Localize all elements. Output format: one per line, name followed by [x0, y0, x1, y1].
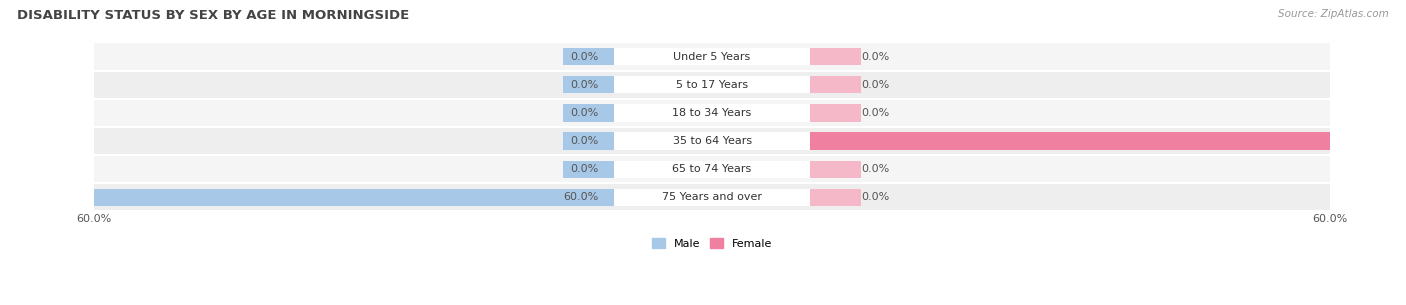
- Text: 0.0%: 0.0%: [571, 80, 599, 90]
- Text: Under 5 Years: Under 5 Years: [673, 52, 751, 62]
- Bar: [810, 48, 862, 65]
- Bar: [562, 48, 614, 65]
- Bar: [810, 132, 1406, 150]
- Text: 58.0%: 58.0%: [1361, 136, 1399, 146]
- Text: 75 Years and over: 75 Years and over: [662, 192, 762, 203]
- Bar: [810, 160, 862, 178]
- Bar: [94, 71, 1330, 99]
- Bar: [94, 127, 1330, 155]
- Text: 0.0%: 0.0%: [862, 192, 890, 203]
- Text: 0.0%: 0.0%: [862, 52, 890, 62]
- Bar: [614, 48, 810, 65]
- Bar: [614, 132, 810, 150]
- Bar: [94, 155, 1330, 183]
- Bar: [562, 132, 614, 150]
- Text: 0.0%: 0.0%: [862, 80, 890, 90]
- Text: 60.0%: 60.0%: [4, 192, 42, 203]
- Text: 5 to 17 Years: 5 to 17 Years: [676, 80, 748, 90]
- Bar: [562, 76, 614, 93]
- Text: 0.0%: 0.0%: [571, 52, 599, 62]
- Text: 0.0%: 0.0%: [862, 108, 890, 118]
- Bar: [94, 99, 1330, 127]
- Bar: [614, 160, 810, 178]
- Bar: [810, 76, 862, 93]
- Text: 0.0%: 0.0%: [571, 136, 599, 146]
- Text: 0.0%: 0.0%: [571, 164, 599, 174]
- Bar: [0, 189, 614, 206]
- Text: 0.0%: 0.0%: [862, 164, 890, 174]
- Bar: [94, 42, 1330, 71]
- Bar: [94, 183, 1330, 211]
- Text: Source: ZipAtlas.com: Source: ZipAtlas.com: [1278, 9, 1389, 19]
- Text: 65 to 74 Years: 65 to 74 Years: [672, 164, 752, 174]
- Text: DISABILITY STATUS BY SEX BY AGE IN MORNINGSIDE: DISABILITY STATUS BY SEX BY AGE IN MORNI…: [17, 9, 409, 22]
- Bar: [614, 76, 810, 93]
- Text: 60.0%: 60.0%: [564, 192, 599, 203]
- Bar: [562, 160, 614, 178]
- Text: 18 to 34 Years: 18 to 34 Years: [672, 108, 752, 118]
- Text: 35 to 64 Years: 35 to 64 Years: [672, 136, 752, 146]
- Bar: [614, 189, 810, 206]
- Bar: [810, 189, 862, 206]
- Bar: [562, 104, 614, 122]
- Text: 0.0%: 0.0%: [571, 108, 599, 118]
- Legend: Male, Female: Male, Female: [648, 234, 776, 253]
- Bar: [810, 104, 862, 122]
- Bar: [614, 104, 810, 122]
